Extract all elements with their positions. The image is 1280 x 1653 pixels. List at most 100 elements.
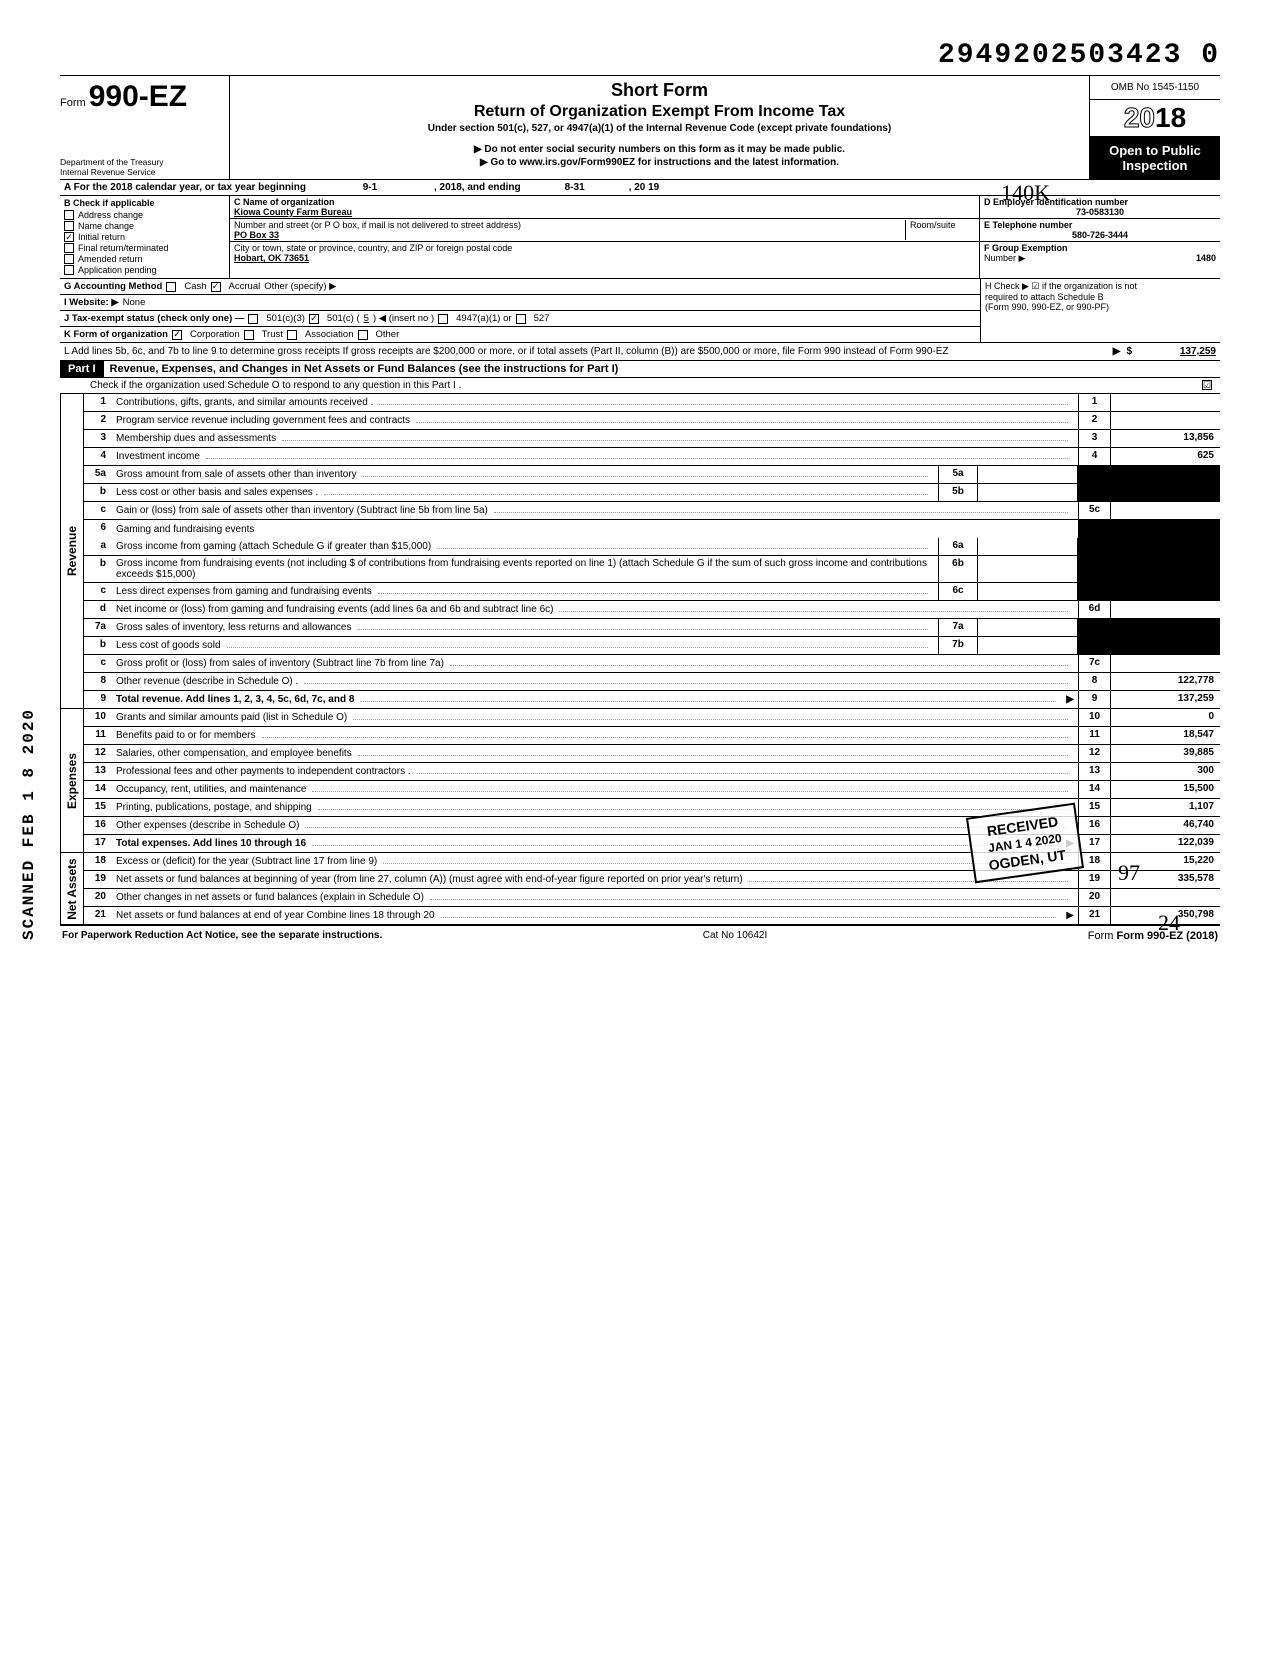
- ln-box-shade: [1078, 538, 1110, 555]
- line-k: K Form of organization ✓ Corporation Trus…: [60, 327, 980, 342]
- ln-mval: [978, 484, 1078, 501]
- chk-initial-return[interactable]: ✓Initial return: [64, 232, 225, 242]
- ln-val: 300: [1110, 763, 1220, 780]
- line-h: H Check ▶ ☑ if the organization is not r…: [980, 279, 1220, 342]
- ln-val: [1110, 601, 1220, 618]
- chk-trust[interactable]: [244, 330, 254, 340]
- ln-val-shade: [1110, 619, 1220, 636]
- chk-schedule-o[interactable]: ☑: [1202, 380, 1212, 390]
- scanned-stamp: SCANNED FEB 1 8 2020: [20, 708, 38, 940]
- chk-amended-return[interactable]: Amended return: [64, 254, 225, 264]
- chk-application-pending[interactable]: Application pending: [64, 265, 225, 275]
- footer-mid: Cat No 10642I: [703, 930, 768, 942]
- ln-desc: Net assets or fund balances at beginning…: [116, 874, 743, 885]
- chk-527[interactable]: [516, 314, 526, 324]
- ln-box: 20: [1078, 889, 1110, 906]
- ln-num: 19: [84, 871, 112, 888]
- ln-val-shade: [1110, 556, 1220, 582]
- ln-box-shade: [1078, 619, 1110, 636]
- block-bcdef: B Check if applicable Address change Nam…: [60, 196, 1220, 279]
- ln-desc: Gross income from fundraising events (no…: [116, 558, 934, 580]
- chk-name-change[interactable]: Name change: [64, 221, 225, 231]
- arrow-icon: [1062, 910, 1074, 921]
- k-label: K Form of organization: [64, 329, 168, 340]
- form-page: SCANNED FEB 1 8 2020 2949202503423 0 For…: [60, 40, 1220, 946]
- header-mid: Short Form Return of Organization Exempt…: [230, 76, 1090, 179]
- side-revenue-text: Revenue: [65, 526, 79, 576]
- ln-desc: Other changes in net assets or fund bala…: [116, 892, 424, 903]
- title-ssn: ▶ Do not enter social security numbers o…: [238, 144, 1081, 155]
- chk-address-change[interactable]: Address change: [64, 210, 225, 220]
- line-7c: cGross profit or (loss) from sales of in…: [84, 655, 1220, 673]
- k-other: Other: [376, 329, 400, 340]
- k-corp: Corporation: [190, 329, 240, 340]
- j-501c: 501(c) (: [327, 313, 360, 324]
- ln-box: 14: [1078, 781, 1110, 798]
- k-assoc: Association: [305, 329, 354, 340]
- org-name: Kiowa County Farm Bureau: [234, 207, 352, 217]
- title-goto: ▶ Go to www.irs.gov/Form990EZ for instru…: [238, 157, 1081, 168]
- dept-block: Department of the Treasury Internal Reve…: [60, 157, 163, 177]
- ln-box: 12: [1078, 745, 1110, 762]
- ln-box: 1: [1078, 394, 1110, 411]
- ln-box-shade: [1078, 466, 1110, 483]
- ln-desc: Program service revenue including govern…: [116, 415, 410, 426]
- g-accrual: Accrual: [229, 281, 261, 292]
- line-a-mid: , 2018, and ending: [430, 180, 525, 195]
- line-16: 16Other expenses (describe in Schedule O…: [84, 817, 1220, 835]
- ln-mval: [978, 619, 1078, 636]
- line-l: L Add lines 5b, 6c, and 7b to line 9 to …: [60, 343, 1220, 361]
- chk-final-return[interactable]: Final return/terminated: [64, 243, 225, 253]
- ln-desc: Occupancy, rent, utilities, and maintena…: [116, 784, 306, 795]
- handwritten-97: 97: [1118, 860, 1140, 886]
- page-footer: For Paperwork Reduction Act Notice, see …: [60, 925, 1220, 946]
- ln-desc: Contributions, gifts, grants, and simila…: [116, 397, 373, 408]
- chk-label: Final return/terminated: [78, 243, 169, 253]
- ln-num: a: [84, 538, 112, 555]
- line-5b: bLess cost or other basis and sales expe…: [84, 484, 1220, 502]
- ln-box: 9: [1078, 691, 1110, 708]
- ln-box-shade: [1078, 637, 1110, 654]
- ln-box: 13: [1078, 763, 1110, 780]
- ln-desc: Benefits paid to or for members: [116, 730, 256, 741]
- line-6: 6Gaming and fundraising events: [84, 520, 1220, 538]
- line-19: 19 Net assets or fund balances at beginni…: [84, 871, 1220, 889]
- expenses-lines: 10Grants and similar amounts paid (list …: [84, 709, 1220, 853]
- netassets-lines: 18Excess or (deficit) for the year (Subt…: [84, 853, 1220, 925]
- b-header: B Check if applicable: [64, 198, 225, 208]
- chk-4947[interactable]: [438, 314, 448, 324]
- ln-desc: Excess or (deficit) for the year (Subtra…: [116, 856, 377, 867]
- ln-box: 5c: [1078, 502, 1110, 519]
- ln-desc: Salaries, other compensation, and employ…: [116, 748, 352, 759]
- line-a-tail: , 20 19: [625, 180, 664, 195]
- ln-mbox: 5a: [938, 466, 978, 483]
- ln-val-shade: [1110, 466, 1220, 483]
- line-3: 3Membership dues and assessments313,856: [84, 430, 1220, 448]
- line-15: 15Printing, publications, postage, and s…: [84, 799, 1220, 817]
- chk-501c3[interactable]: [248, 314, 258, 324]
- side-netassets-text: Net Assets: [65, 858, 79, 920]
- dln: 2949202503423 0: [230, 40, 1220, 71]
- ln-num: c: [84, 583, 112, 600]
- line-a-end: 8-31: [525, 180, 625, 195]
- open-to-public: Open to Public Inspection: [1090, 137, 1220, 179]
- chk-accrual[interactable]: ✓: [211, 282, 221, 292]
- chk-assoc[interactable]: [287, 330, 297, 340]
- c-city: City or town, state or province, country…: [230, 242, 979, 264]
- ln-mbox: 6b: [938, 556, 978, 582]
- ln-box: 7c: [1078, 655, 1110, 672]
- chk-other[interactable]: [358, 330, 368, 340]
- chk-501c[interactable]: ✓: [309, 314, 319, 324]
- ln-num: 17: [84, 835, 112, 852]
- chk-cash[interactable]: [166, 282, 176, 292]
- ln-val: 625: [1110, 448, 1220, 465]
- line-12: 12 Salaries, other compensation, and empl…: [84, 745, 1220, 763]
- k-trust: Trust: [262, 329, 283, 340]
- ln-val: 137,259: [1110, 691, 1220, 708]
- chk-label: Application pending: [78, 265, 157, 275]
- j-527: 527: [534, 313, 550, 324]
- ln-box-shade: [1078, 484, 1110, 501]
- chk-corp[interactable]: ✓: [172, 330, 182, 340]
- line-20: 20 Other changes in net assets or fund ba…: [84, 889, 1220, 907]
- ln-box: 8: [1078, 673, 1110, 690]
